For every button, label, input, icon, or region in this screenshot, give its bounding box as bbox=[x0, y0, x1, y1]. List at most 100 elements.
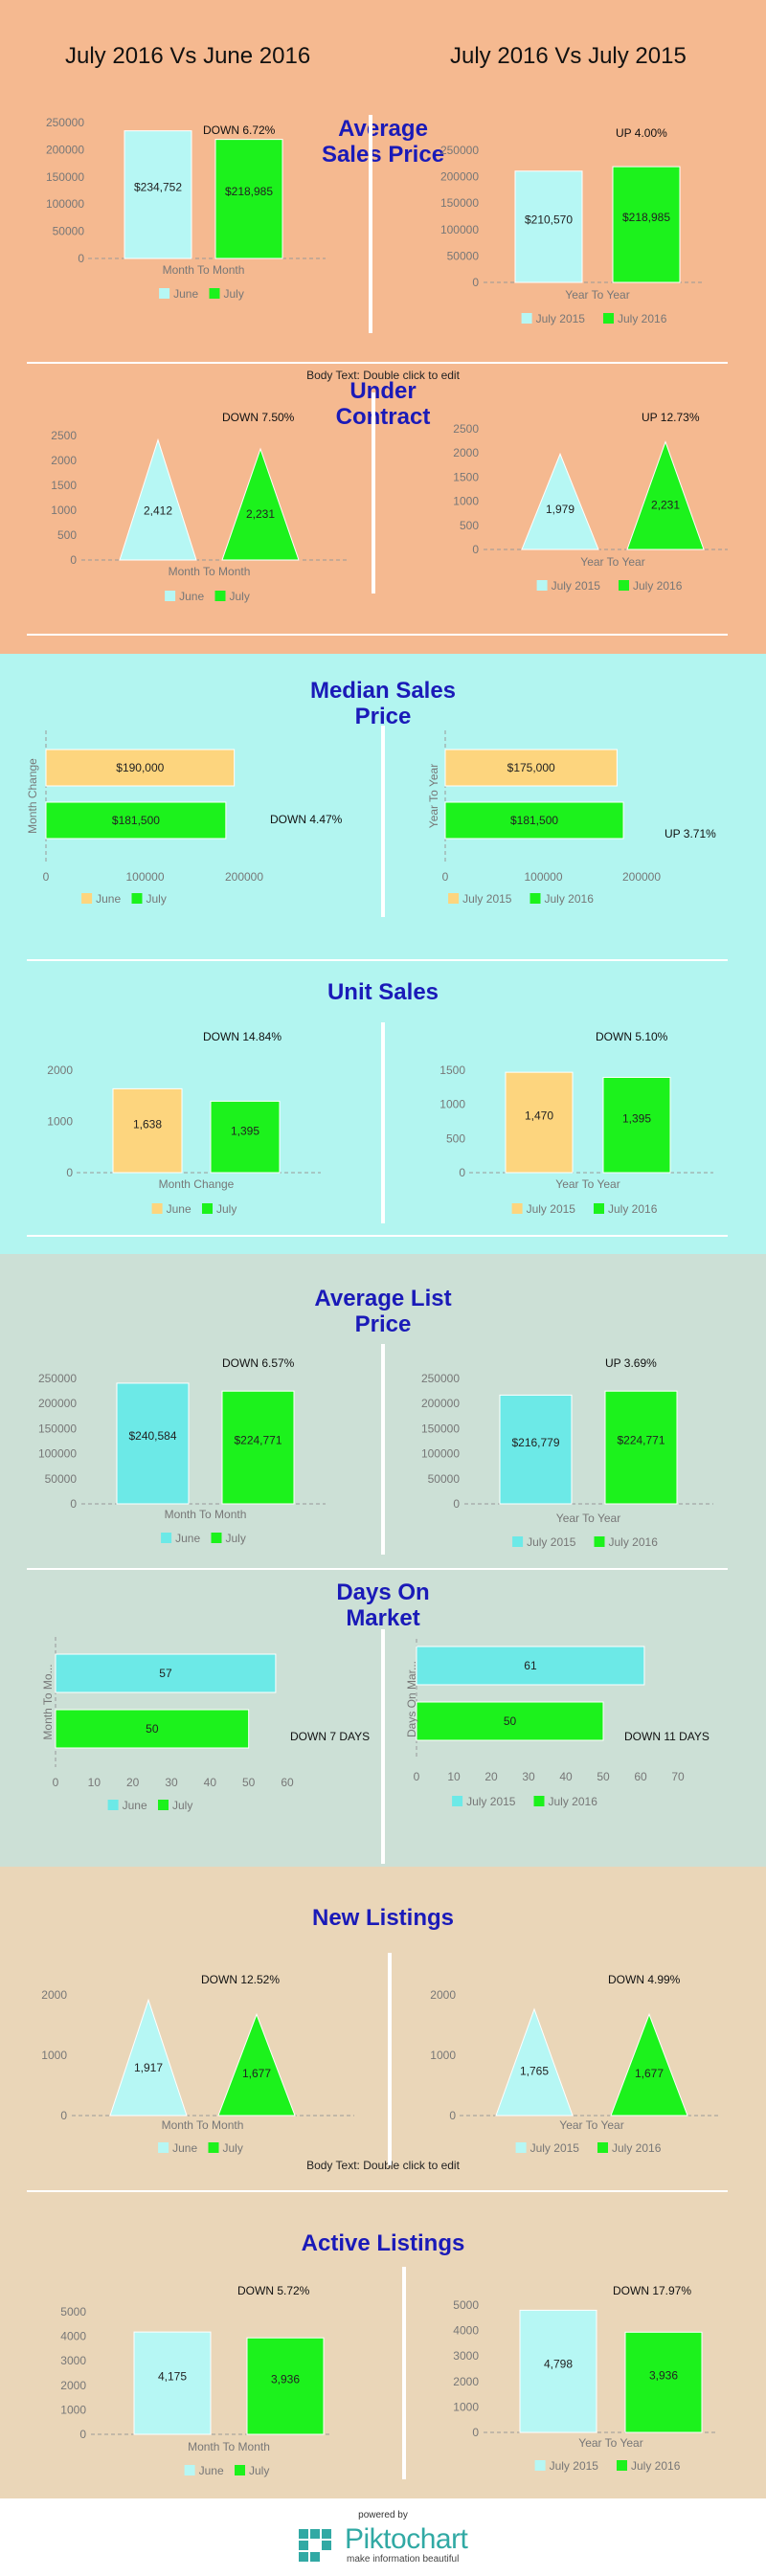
x-axis-label: Year To Year bbox=[565, 288, 629, 302]
data-bar bbox=[514, 170, 583, 283]
y-tick-label: 100000 bbox=[46, 197, 84, 211]
y-tick-label: 1000 bbox=[439, 1098, 465, 1111]
data-bar bbox=[210, 1100, 281, 1174]
y-tick-label: 2000 bbox=[453, 446, 479, 459]
legend-label: June bbox=[96, 892, 121, 906]
divider-vertical bbox=[388, 1953, 392, 2165]
change-annotation: DOWN 4.47% bbox=[270, 813, 343, 826]
legend-swatch bbox=[202, 1203, 213, 1214]
data-bar bbox=[521, 452, 599, 550]
y-tick-label: 0 bbox=[70, 1497, 77, 1511]
x-tick-label: 20 bbox=[484, 1770, 498, 1783]
x-axis-label: Month To Month bbox=[163, 263, 245, 277]
data-label: 2,231 bbox=[246, 507, 275, 521]
change-annotation: DOWN 17.97% bbox=[613, 2284, 691, 2297]
y-tick-label: 200000 bbox=[46, 143, 84, 156]
divider bbox=[27, 634, 728, 636]
x-tick-label: 10 bbox=[447, 1770, 461, 1783]
legend-swatch bbox=[214, 591, 226, 601]
legend-label: June bbox=[173, 287, 198, 301]
x-tick-label: 40 bbox=[204, 1776, 217, 1789]
legend-label: July bbox=[216, 1202, 237, 1216]
y-axis-label: Month Change bbox=[26, 758, 39, 834]
y-tick-label: 4000 bbox=[60, 2330, 86, 2343]
legend-swatch bbox=[209, 288, 220, 299]
x-axis-label: Month To Month bbox=[188, 2440, 270, 2453]
data-bar bbox=[112, 1087, 183, 1174]
x-tick-label: 0 bbox=[414, 1770, 420, 1783]
data-bar bbox=[124, 130, 192, 259]
legend-label: June bbox=[167, 1202, 192, 1216]
y-tick-label: 50000 bbox=[53, 225, 85, 238]
header-right: July 2016 Vs July 2015 bbox=[450, 43, 687, 69]
x-tick-label: 60 bbox=[634, 1770, 647, 1783]
y-tick-label: 250000 bbox=[421, 1372, 460, 1385]
data-label: 1,979 bbox=[546, 503, 574, 516]
data-label: 57 bbox=[159, 1667, 172, 1680]
data-bar bbox=[495, 2007, 574, 2117]
y-tick-label: 1000 bbox=[60, 2403, 86, 2416]
data-label: $224,771 bbox=[617, 1434, 665, 1447]
y-tick-label: 3000 bbox=[60, 2354, 86, 2367]
x-tick-label: 200000 bbox=[225, 870, 263, 884]
legend-label: June bbox=[172, 2141, 197, 2155]
y-tick-label: 100000 bbox=[38, 1447, 77, 1461]
x-tick-label: 10 bbox=[88, 1776, 101, 1789]
y-tick-label: 0 bbox=[459, 1166, 465, 1179]
x-tick-label: 70 bbox=[671, 1770, 685, 1783]
legend-label: June bbox=[179, 590, 204, 603]
body-text-placeholder-1[interactable]: Body Text: Double click to edit bbox=[306, 369, 460, 382]
legend-swatch bbox=[151, 1203, 163, 1214]
y-tick-label: 2000 bbox=[41, 1988, 67, 2002]
y-tick-label: 0 bbox=[472, 543, 479, 556]
x-tick-label: 200000 bbox=[622, 870, 661, 884]
x-tick-label: 100000 bbox=[524, 870, 562, 884]
data-label: 50 bbox=[146, 1722, 159, 1736]
y-tick-label: 4000 bbox=[453, 2324, 479, 2338]
legend-swatch bbox=[131, 893, 143, 904]
change-annotation: DOWN 7 DAYS bbox=[290, 1730, 370, 1743]
legend-label: July 2015 bbox=[466, 1795, 516, 1808]
divider-vertical bbox=[381, 1022, 385, 1223]
data-bar bbox=[221, 1390, 295, 1505]
legend-swatch bbox=[515, 2142, 527, 2153]
data-bar bbox=[416, 1646, 645, 1686]
title-median-sales-price: Median Sales Price bbox=[309, 678, 457, 729]
legend-swatch bbox=[158, 1800, 169, 1810]
body-text-placeholder-2[interactable]: Body Text: Double click to edit bbox=[306, 2159, 460, 2172]
divider bbox=[27, 2190, 728, 2192]
y-tick-label: 0 bbox=[449, 2109, 456, 2122]
y-tick-label: 250000 bbox=[38, 1372, 77, 1385]
x-tick-label: 20 bbox=[126, 1776, 140, 1789]
data-label: $216,779 bbox=[511, 1436, 559, 1449]
data-label: 1,917 bbox=[134, 2061, 163, 2074]
legend-swatch bbox=[603, 313, 614, 324]
data-bar bbox=[119, 437, 197, 561]
change-annotation: DOWN 6.57% bbox=[222, 1356, 295, 1370]
data-label: 1,677 bbox=[635, 2067, 664, 2080]
legend-label: June bbox=[175, 1532, 200, 1545]
y-tick-label: 5000 bbox=[453, 2298, 479, 2312]
y-tick-label: 0 bbox=[66, 1166, 73, 1179]
legend-swatch bbox=[617, 2460, 627, 2471]
y-tick-label: 500 bbox=[446, 1131, 465, 1145]
y-axis-label: Month To Mo... bbox=[41, 1664, 55, 1739]
change-annotation: UP 3.71% bbox=[665, 827, 716, 840]
y-tick-label: 1000 bbox=[453, 495, 479, 508]
legend-label: July 2016 bbox=[633, 579, 683, 593]
x-tick-label: 40 bbox=[559, 1770, 573, 1783]
data-label: 1,638 bbox=[133, 1118, 162, 1131]
y-tick-label: 200000 bbox=[38, 1397, 77, 1410]
divider bbox=[27, 1568, 728, 1570]
legend-swatch bbox=[165, 591, 176, 601]
x-tick-label: 60 bbox=[281, 1776, 294, 1789]
piktochart-logo[interactable]: Piktochart make information beautiful bbox=[297, 2523, 479, 2565]
y-tick-label: 50000 bbox=[447, 249, 480, 262]
brand-name: Piktochart bbox=[345, 2523, 468, 2555]
data-label: 4,798 bbox=[544, 2357, 573, 2370]
powered-by-label: powered by bbox=[358, 2510, 408, 2520]
y-tick-label: 1500 bbox=[453, 470, 479, 483]
data-label: 4,175 bbox=[158, 2369, 187, 2383]
piktochart-icon bbox=[299, 2529, 331, 2562]
y-tick-label: 1500 bbox=[439, 1064, 465, 1077]
